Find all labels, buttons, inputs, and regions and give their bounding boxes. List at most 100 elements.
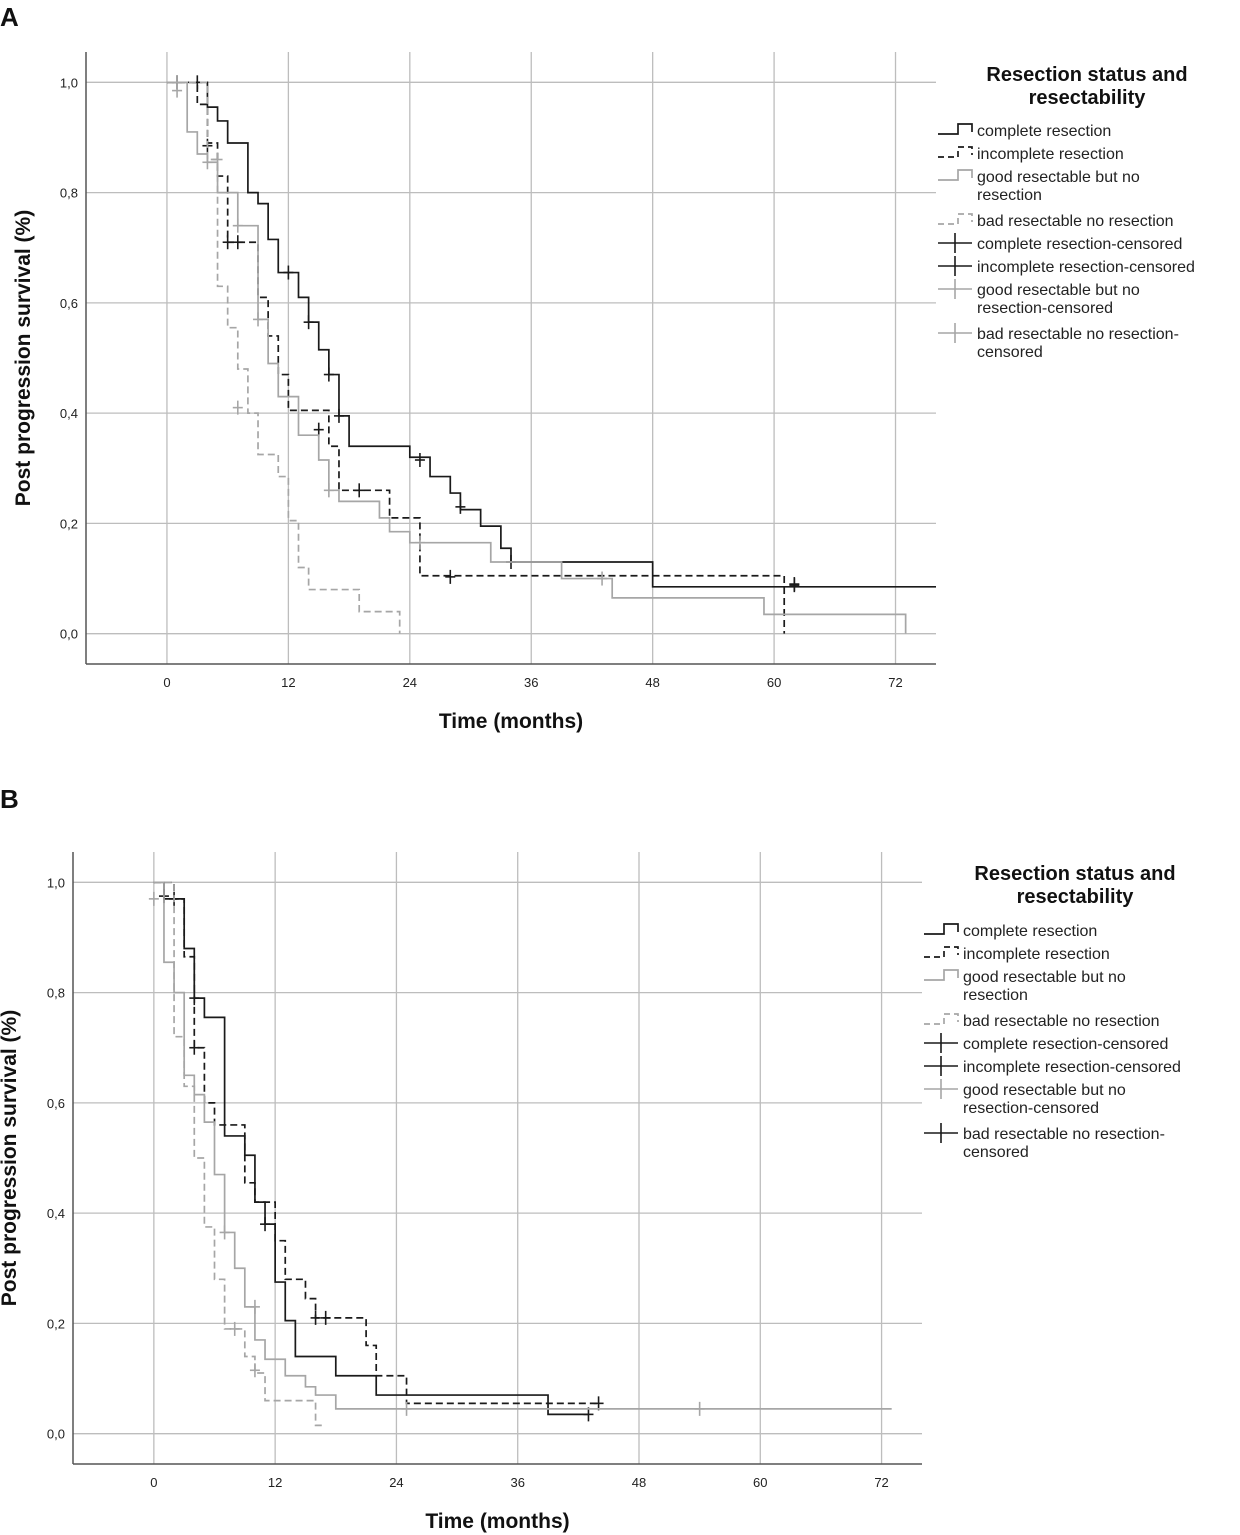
- x-tick-label: 48: [632, 1475, 646, 1490]
- km-panel-a: A 0 12 24 36 48 60 72 0,0 0,2 0,4 0,6 0,8 1,0 Time (mo…: [0, 2, 1195, 733]
- censor-mark: [212, 152, 223, 167]
- x-tick-label: 48: [645, 675, 659, 690]
- x-tick-label: 36: [510, 1475, 524, 1490]
- x-axis-title: Time (months): [439, 710, 583, 733]
- legend-label: complete resection-censored: [963, 1036, 1168, 1053]
- legend-label: incomplete resection-censored: [963, 1059, 1181, 1076]
- legend-step-glyph: [938, 123, 973, 135]
- y-axis-title: Post progression survival (%): [0, 1010, 21, 1306]
- km-curve-incomplete-resection: [166, 81, 786, 634]
- legend-entry: complete resection-censored: [924, 1033, 1168, 1053]
- censor-mark: [249, 1363, 260, 1378]
- censor-mark: [172, 75, 183, 90]
- legend-step-glyph: [938, 146, 973, 158]
- x-tick-label: 60: [753, 1475, 767, 1490]
- censor-mark: [303, 315, 314, 330]
- legend-label: complete resection-censored: [977, 236, 1182, 253]
- censor-mark: [414, 453, 425, 467]
- y-tick-label: 1,0: [47, 875, 65, 890]
- legend-entry: bad resectable no resection: [938, 213, 1174, 230]
- censor-mark: [253, 312, 264, 327]
- censor-mark: [219, 1225, 230, 1240]
- censor-mark: [283, 265, 294, 280]
- censor-mark: [229, 1321, 240, 1336]
- legend-label: censored: [977, 344, 1043, 361]
- legend-title: Resection status and: [986, 64, 1187, 86]
- legend-label: incomplete resection: [963, 946, 1110, 963]
- km-curve-incomplete-resection: [153, 881, 599, 1405]
- legend-entry: complete resection: [938, 123, 1111, 140]
- legend-label: censored: [963, 1144, 1029, 1161]
- censor-mark: [445, 569, 456, 584]
- legend-label: resection: [963, 987, 1028, 1004]
- km-curve-complete-resection: [153, 881, 589, 1416]
- km-curve-bad-resectable-no-resection: [166, 81, 401, 634]
- legend-entry: complete resection: [924, 923, 1097, 940]
- legend-entry: incomplete resection: [924, 946, 1110, 963]
- legend-label: complete resection: [977, 123, 1111, 140]
- legend-label: bad resectable no resection: [977, 213, 1174, 230]
- legend-step-glyph: [924, 946, 959, 958]
- censor-mark: [232, 235, 243, 250]
- censor-mark: [323, 367, 334, 382]
- x-tick-label: 0: [163, 675, 170, 690]
- km-curve-good-resectable-but-no-resection: [166, 81, 907, 634]
- censor-mark: [455, 499, 466, 514]
- x-axis-title: Time (months): [425, 1510, 569, 1533]
- km-curve-good-resectable-but-no-resection: [153, 881, 892, 1410]
- y-axis-title: Post progression survival (%): [12, 210, 35, 506]
- km-curve-complete-resection: [166, 81, 936, 588]
- x-tick-label: 60: [767, 675, 781, 690]
- legend-entry: incomplete resection-censored: [938, 256, 1195, 276]
- x-tick-label: 72: [888, 675, 902, 690]
- legend-step-glyph: [924, 969, 959, 981]
- legend-entry: bad resectable no resection-censored: [938, 323, 1179, 361]
- km-panel-b: B 0 12 24 36 48 60 72 0,0 0,2 0,4 0,6 0,8 1,0 Time (mo…: [0, 784, 1181, 1533]
- censor-mark: [333, 408, 344, 423]
- censor-mark: [232, 400, 243, 415]
- censor-mark: [354, 483, 365, 498]
- legend-step-glyph: [924, 1013, 959, 1025]
- x-tick-label: 12: [268, 1475, 282, 1490]
- survival-curves: [148, 881, 892, 1427]
- x-tick-label: 24: [403, 675, 417, 690]
- legend-label: good resectable but no: [977, 282, 1140, 299]
- legend-label: resection: [977, 187, 1042, 204]
- legend-label: incomplete resection: [977, 146, 1124, 163]
- legend-entry: complete resection-censored: [938, 233, 1182, 253]
- x-tick-label: 0: [150, 1475, 157, 1490]
- panel-label: B: [0, 784, 19, 814]
- y-tick-label: 0,8: [60, 186, 78, 201]
- legend-entry: bad resectable no resection: [924, 1013, 1160, 1030]
- censor-mark: [232, 218, 243, 233]
- censor-mark: [320, 1310, 331, 1325]
- legend-step-glyph: [924, 923, 959, 935]
- censor-mark: [694, 1401, 705, 1416]
- legend-label: resection-censored: [977, 300, 1113, 317]
- x-tick-label: 72: [874, 1475, 888, 1490]
- survival-curves: [166, 75, 936, 634]
- legend-label: good resectable but no: [963, 1082, 1126, 1099]
- legend-entry: incomplete resection: [938, 146, 1124, 163]
- censor-mark: [597, 571, 608, 586]
- y-tick-label: 0,0: [60, 627, 78, 642]
- y-tick-label: 0,2: [47, 1316, 65, 1331]
- legend-step-glyph: [938, 169, 973, 181]
- panel-label: A: [0, 2, 19, 32]
- km-curve-bad-resectable-no-resection: [153, 881, 326, 1427]
- legend-title: resectability: [1017, 886, 1135, 908]
- censor-mark: [260, 1217, 271, 1232]
- censor-mark: [249, 1299, 260, 1314]
- x-tick-label: 36: [524, 675, 538, 690]
- censor-mark: [222, 235, 233, 250]
- y-tick-label: 0,6: [47, 1096, 65, 1111]
- censor-mark: [189, 1040, 200, 1055]
- censor-mark: [414, 535, 425, 550]
- censor-mark: [789, 577, 800, 592]
